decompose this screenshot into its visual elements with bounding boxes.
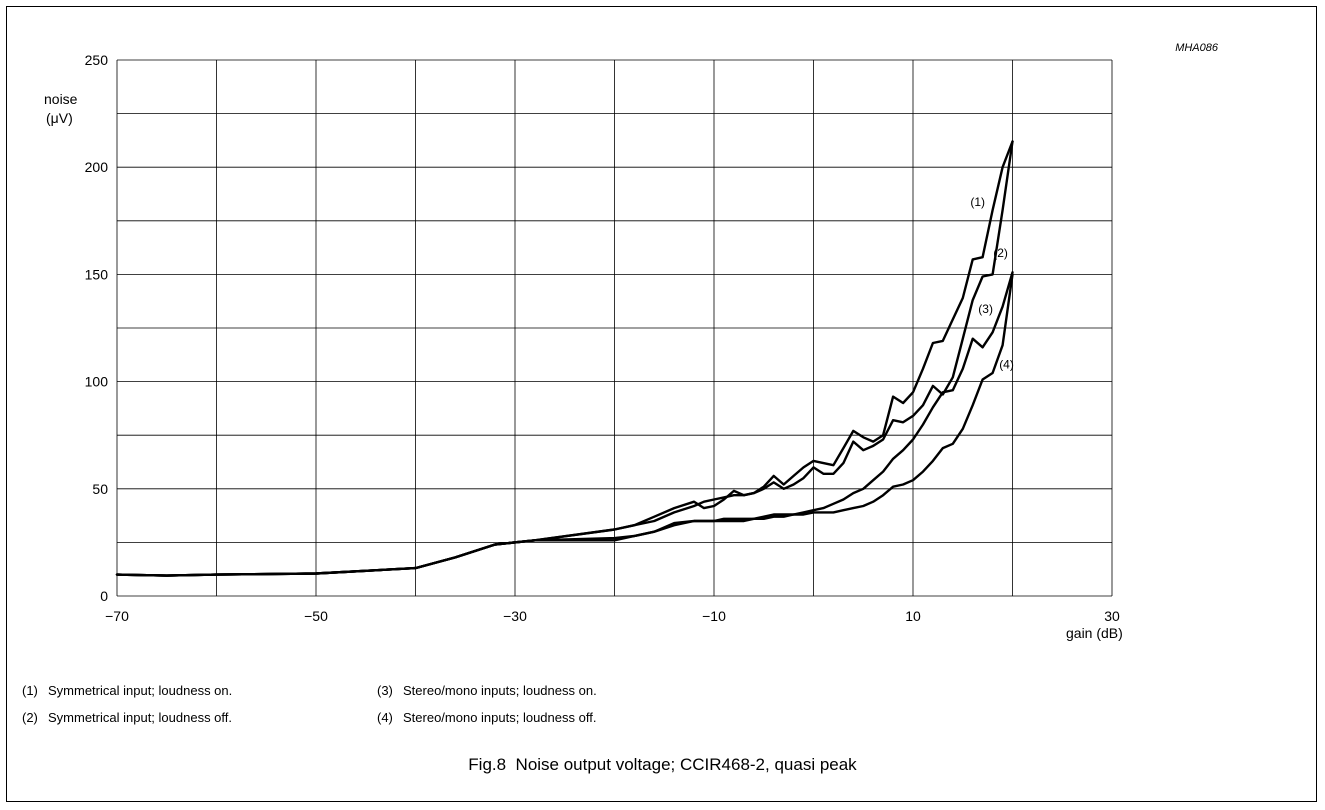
y-tick-label: 150 [85, 266, 109, 282]
series-label-2: (2) [993, 246, 1008, 260]
legend-item: (3) Stereo/mono inputs; loudness on. [377, 683, 597, 698]
legend-text: Stereo/mono inputs; loudness on. [403, 683, 597, 698]
series-layer: (1) (2) (3) (4) [115, 140, 1014, 577]
grid [116, 59, 1113, 597]
chart-code: MHA086 [1175, 42, 1219, 54]
x-axis-label: gain (dB) [1066, 625, 1123, 641]
figure-caption: Fig.8 Noise output voltage; CCIR468-2, q… [468, 755, 857, 774]
x-tick-label: 10 [905, 608, 921, 624]
legend-text: Stereo/mono inputs; loudness off. [403, 710, 597, 725]
legend-text: Symmetrical input; loudness on. [48, 683, 233, 698]
x-tick-label: −10 [702, 608, 726, 624]
legend-item: (2) Symmetrical input; loudness off. [22, 710, 232, 725]
series-label-4: (4) [999, 358, 1014, 372]
y-tick-label: 100 [85, 374, 109, 390]
x-tick-label: −70 [105, 608, 129, 624]
legend-item: (4) Stereo/mono inputs; loudness off. [377, 710, 596, 725]
legend-number: (1) [22, 683, 38, 698]
series-line-1 [115, 140, 1014, 577]
y-axis-label-line1: noise [44, 91, 78, 107]
legend-item: (1) Symmetrical input; loudness on. [22, 683, 232, 698]
y-tick-label: 0 [100, 588, 108, 604]
noise-chart: (1) (2) (3) (4) −70 −50 −30 −10 10 30 0 50 100 150 20… [44, 42, 1219, 641]
legend-number: (3) [377, 683, 393, 698]
series-label-3: (3) [978, 302, 993, 316]
tick-labels: −70 −50 −30 −10 10 30 0 50 100 150 200 250 [85, 52, 1120, 624]
y-tick-label: 200 [85, 159, 109, 175]
series-line-4 [115, 273, 1014, 577]
x-tick-label: −30 [503, 608, 527, 624]
x-tick-label: 30 [1104, 608, 1120, 624]
x-tick-label: −50 [304, 608, 328, 624]
legend-number: (2) [22, 710, 38, 725]
series-line-3 [115, 271, 1014, 577]
legend-text: Symmetrical input; loudness off. [48, 710, 233, 725]
series-line-2 [115, 140, 1014, 577]
figure-frame [6, 6, 1317, 802]
legend-number: (4) [377, 710, 393, 725]
y-tick-label: 250 [85, 52, 109, 68]
series-label-1: (1) [970, 195, 985, 209]
y-axis-label-line2: (μV) [46, 110, 73, 126]
y-tick-label: 50 [92, 481, 108, 497]
